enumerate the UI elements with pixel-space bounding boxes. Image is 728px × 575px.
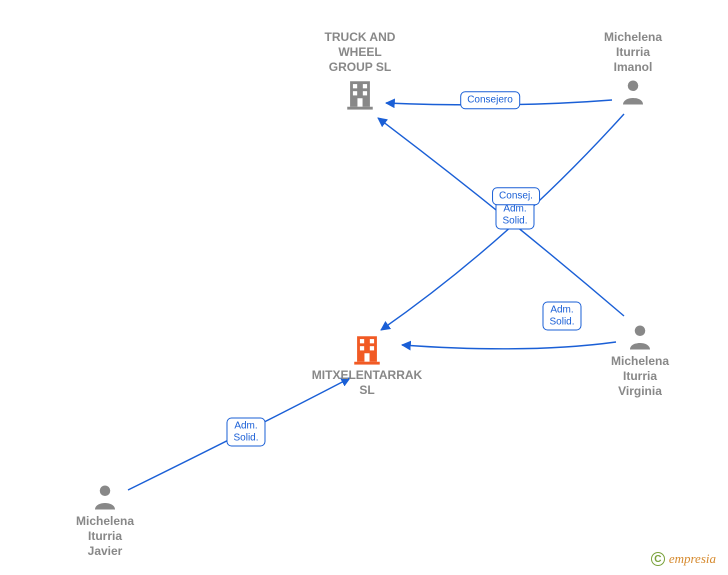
watermark: C empresia [651, 551, 716, 567]
building-icon [300, 77, 420, 111]
person-icon [573, 77, 693, 107]
node-javier[interactable]: Michelena Iturria Javier [45, 480, 165, 559]
node-label: Michelena Iturria Virginia [580, 354, 700, 399]
node-imanol[interactable]: Michelena Iturria Imanol [573, 30, 693, 109]
person-icon [580, 322, 700, 352]
node-label: Michelena Iturria Imanol [573, 30, 693, 75]
building-icon [307, 332, 427, 366]
diagram-canvas: TRUCK AND WHEEL GROUP SL MITXELENTARRAK … [0, 0, 728, 575]
edge-label-e2: Adm. Solid. [495, 201, 534, 230]
node-virginia[interactable]: Michelena Iturria Virginia [580, 320, 700, 399]
copyright-icon: C [651, 552, 665, 566]
node-label: TRUCK AND WHEEL GROUP SL [300, 30, 420, 75]
edge-label-e3: Adm. Solid. [542, 302, 581, 331]
person-icon [45, 482, 165, 512]
watermark-brand: empresia [669, 551, 716, 567]
node-mitx[interactable]: MITXELENTARRAK SL [307, 330, 427, 398]
node-truck[interactable]: TRUCK AND WHEEL GROUP SL [300, 30, 420, 113]
node-label: MITXELENTARRAK SL [307, 368, 427, 398]
node-label: Michelena Iturria Javier [45, 514, 165, 559]
edge-label-e1: Consejero [460, 91, 520, 109]
edge-label-e4: Consej. [492, 187, 540, 205]
edge-label-e5: Adm. Solid. [226, 418, 265, 447]
